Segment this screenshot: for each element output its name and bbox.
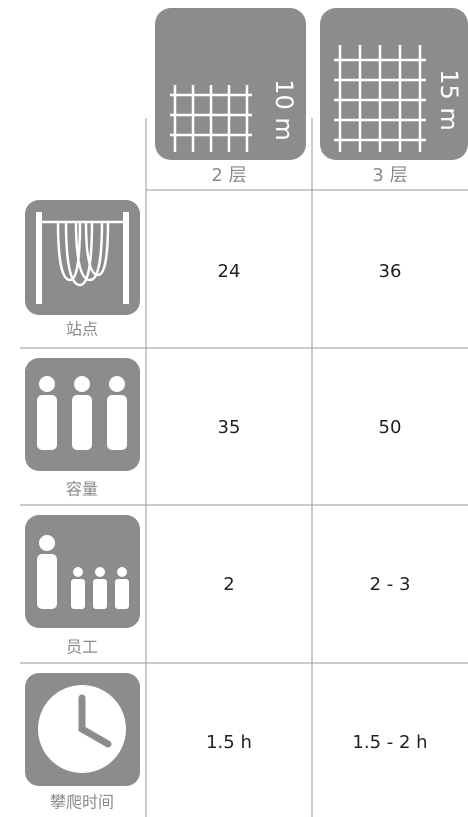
row-label: 员工 bbox=[66, 638, 98, 657]
cell-value: 1.5 h bbox=[206, 732, 252, 753]
cell-value: 24 bbox=[218, 261, 241, 282]
cell-value: 50 bbox=[379, 417, 402, 438]
height-label: 10 m bbox=[270, 79, 298, 141]
table-lines bbox=[20, 118, 468, 817]
height-label: 15 m bbox=[435, 69, 463, 131]
cell-value: 35 bbox=[218, 417, 241, 438]
column-label: 3 层 bbox=[372, 165, 407, 186]
row-label: 攀爬时间 bbox=[50, 793, 114, 812]
stations-icon bbox=[25, 200, 140, 315]
cell-value: 2 bbox=[223, 574, 234, 595]
cell-value: 2 - 3 bbox=[370, 574, 411, 595]
row-label: 容量 bbox=[66, 480, 98, 499]
column-label: 2 层 bbox=[211, 165, 246, 186]
staff-icon bbox=[25, 515, 140, 628]
tower-icon-3-levels: 15 m bbox=[320, 8, 468, 160]
row-label: 站点 bbox=[66, 320, 98, 339]
cell-value: 36 bbox=[379, 261, 402, 282]
capacity-icon bbox=[25, 358, 140, 471]
tower-icon-2-levels: 10 m bbox=[155, 8, 306, 160]
values: 24 36 35 50 2 2 - 3 1.5 h 1.5 - 2 h bbox=[206, 261, 427, 753]
cell-value: 1.5 - 2 h bbox=[352, 732, 427, 753]
clock-icon bbox=[25, 673, 140, 786]
